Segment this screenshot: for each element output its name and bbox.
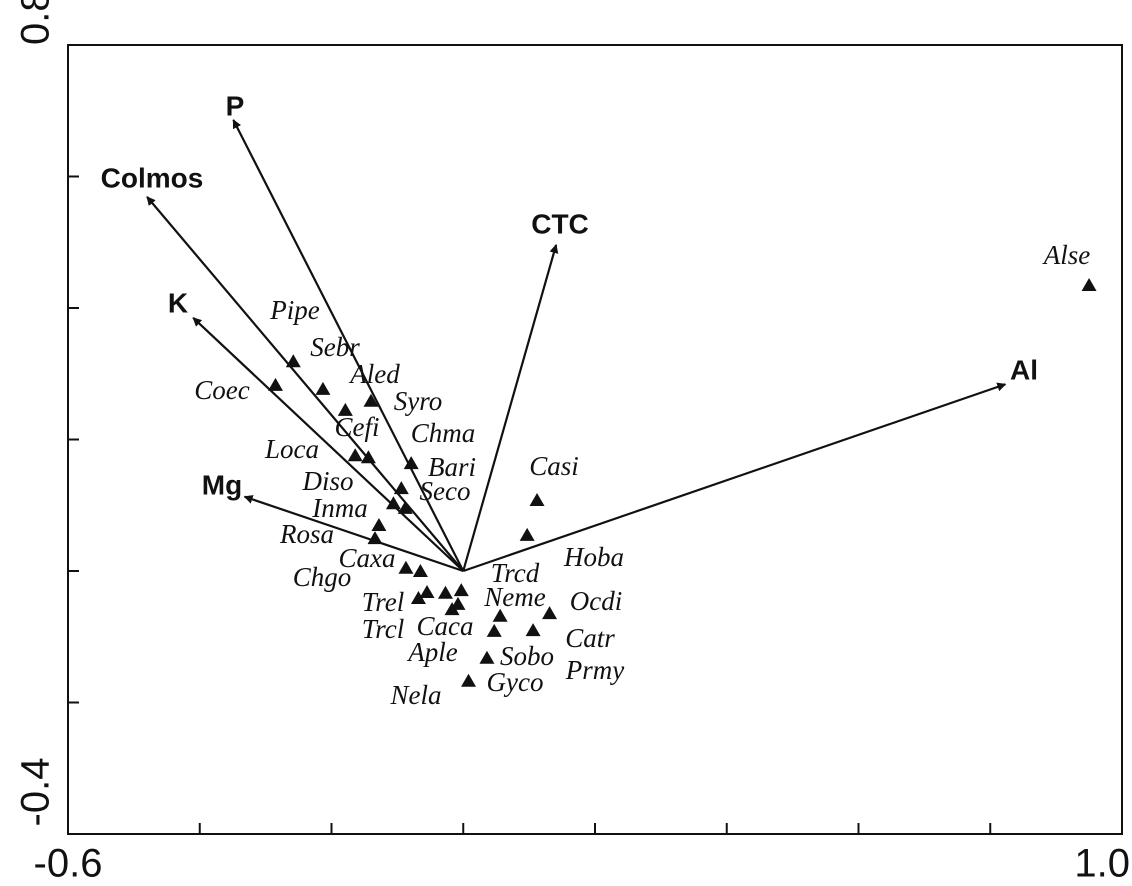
species-point <box>360 450 376 464</box>
variable-arrow <box>146 196 465 572</box>
species-point <box>398 560 414 574</box>
variable-arrow <box>232 119 465 572</box>
species-label: Trel <box>362 587 405 617</box>
species-label: Seco <box>420 476 471 506</box>
species-label: Aple <box>406 637 457 667</box>
species-point <box>410 590 426 604</box>
species-point <box>492 608 508 622</box>
species-point <box>371 517 387 531</box>
species-label: Rosa <box>279 519 334 549</box>
species-point <box>486 623 502 637</box>
species-label: Syro <box>394 386 443 416</box>
y-tick-label: 0.8 <box>14 0 58 45</box>
species-point <box>397 500 413 514</box>
species-label: Trcd <box>491 558 540 588</box>
species-point <box>542 606 558 620</box>
variable-arrow <box>462 382 1007 573</box>
variable-arrow <box>243 495 464 573</box>
variable-label: Mg <box>202 469 242 500</box>
species-label: Pipe <box>269 295 319 325</box>
species-point <box>461 673 477 687</box>
variable-label: CTC <box>531 208 589 239</box>
species-point <box>268 377 284 391</box>
species-point <box>337 402 353 416</box>
variable-arrow <box>462 244 559 572</box>
species-label: Trcl <box>362 614 405 644</box>
species-point <box>412 564 428 577</box>
species-label: Alse <box>1042 240 1091 270</box>
species-label: Aled <box>348 359 400 389</box>
species-point <box>419 585 435 599</box>
species-label: Nela <box>390 680 442 710</box>
species-label: Prmy <box>565 655 624 685</box>
species-label: Bari <box>428 452 476 482</box>
variable-label: K <box>168 287 188 318</box>
species-point <box>347 448 363 462</box>
x-tick-label: -0.6 <box>34 842 103 886</box>
species-label: Gyco <box>487 667 544 697</box>
variable-label: Al <box>1010 354 1038 385</box>
species-label: Neme <box>483 582 545 612</box>
variable-label: P <box>226 90 245 121</box>
species-label: Sebr <box>310 332 360 362</box>
species-label: Hoba <box>563 542 624 572</box>
species-point <box>453 583 469 597</box>
species-point <box>403 456 419 470</box>
x-tick-label: 1.0 <box>1074 842 1130 886</box>
species-label: Diso <box>301 466 353 496</box>
species-label: Catr <box>565 623 615 653</box>
plot-frame <box>67 44 1123 835</box>
species-label: Caxa <box>339 543 396 573</box>
species-point <box>450 596 466 610</box>
species-point <box>479 650 495 664</box>
species-label: Sobo <box>500 641 554 671</box>
species-point <box>385 496 401 510</box>
species-label: Chma <box>411 418 476 448</box>
species-point <box>529 492 545 506</box>
species-point <box>363 393 379 407</box>
species-point <box>315 381 331 395</box>
variable-label: Colmos <box>101 162 204 193</box>
y-tick-label: -0.4 <box>14 758 58 827</box>
species-label: Chgo <box>293 562 352 592</box>
species-label: Ocdi <box>570 586 622 616</box>
species-point <box>525 623 541 637</box>
species-label: Coec <box>194 375 249 405</box>
species-point <box>393 481 409 495</box>
species-point <box>285 354 301 368</box>
species-point <box>437 585 453 599</box>
species-label: Caca <box>417 611 474 641</box>
variable-arrow <box>192 317 465 572</box>
species-point <box>519 527 535 541</box>
species-label: Casi <box>529 451 579 481</box>
species-point <box>367 531 383 545</box>
species-label: Cefi <box>335 412 380 442</box>
species-label: Loca <box>264 434 319 464</box>
species-label: Inma <box>311 493 368 523</box>
species-point <box>1081 277 1097 291</box>
